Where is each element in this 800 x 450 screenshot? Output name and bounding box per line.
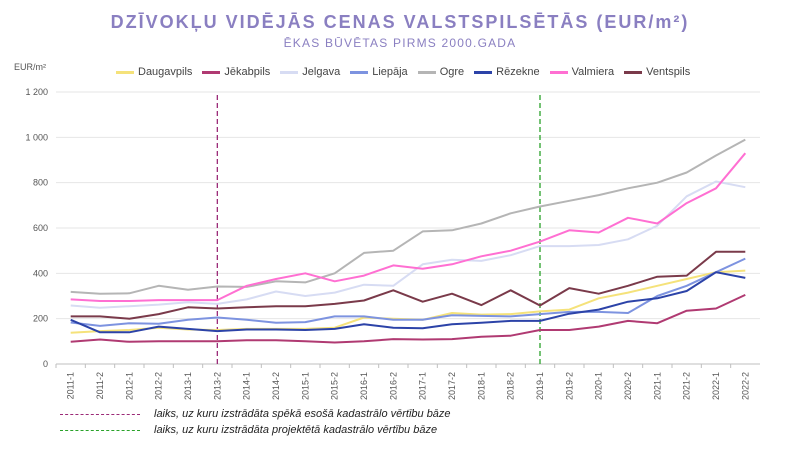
legend-label: Liepāja [372,66,408,78]
series-line-jēkabpils [70,293,746,344]
x-tick-label: 2011-2 [95,372,105,399]
legend-item: Daugavpils [116,66,192,78]
legend-label: Ogre [439,66,465,78]
legend-swatch [624,70,643,74]
x-tick-label: 2016-2 [388,372,398,400]
legend-item: Rēzekne [474,66,540,78]
x-tick-label: 2017-1 [418,372,428,400]
series-line-jelgava [70,180,746,309]
legend-swatch [202,70,221,74]
x-tick-label: 2019-2 [564,372,574,400]
x-tick-label: 2012-2 [154,372,164,400]
legend-item: Liepāja [350,66,408,78]
legend-swatch [280,70,299,74]
legend-item: Ventspils [624,66,690,78]
y-tick-label: 1 200 [25,87,48,97]
x-tick-label: 2021-2 [682,372,692,400]
x-tick-label: 2018-2 [506,372,516,400]
annotation-text-current: laiks, uz kuru izstrādāta spēkā esošā ka… [154,408,451,420]
series-line-ventspils [70,250,746,320]
legend-item: Jēkabpils [202,66,270,78]
chart-legend: Daugavpils Jēkabpils Jelgava Liepāja Ogre Rēz… [116,66,700,78]
legend-label: Rēzekne [496,66,540,78]
x-tick-label: 2017-2 [447,372,457,400]
legend-label: Valmiera [571,66,615,78]
annotation-note-current: laiks, uz kuru izstrādāta spēkā esošā ka… [60,408,451,420]
x-tick-label: 2020-1 [594,372,604,400]
x-tick-label: 2021-1 [652,372,662,400]
legend-item: Jelgava [280,66,340,78]
x-tick-label: 2015-2 [330,372,340,400]
x-tick-label: 2022-2 [740,372,750,400]
series-line-ogre [70,138,746,295]
y-tick-label: 1 000 [25,132,48,142]
series-line-valmiera [70,152,747,302]
legend-swatch [116,70,134,74]
legend-swatch [474,70,493,74]
x-tick-label: 2019-1 [535,372,545,400]
legend-item: Valmiera [549,66,615,78]
legend-swatch [417,70,436,74]
annotation-note-projected: laiks, uz kuru izstrādāta projektētā kad… [60,424,437,436]
x-tick-label: 2012-1 [124,372,134,400]
series-line-liepāja [70,257,746,327]
y-axis-unit-label: EUR/m² [14,62,46,72]
annotation-dash-current [60,413,140,415]
legend-label: Ventspils [646,66,691,78]
series-line-rēzekne [70,271,746,334]
chart-subtitle: ĒKAS BŪVĒTAS PIRMS 2000.GADA [283,36,517,50]
legend-label: Daugavpils [138,66,193,78]
legend-label: Jelgava [302,66,341,78]
x-tick-label: 2016-1 [359,372,369,400]
y-tick-label: 200 [33,314,48,324]
legend-swatch [549,70,568,74]
y-tick-label: 600 [33,223,48,233]
y-tick-label: 800 [33,178,48,188]
legend-label: Jēkabpils [224,66,271,78]
x-tick-label: 2014-1 [242,372,252,400]
x-tick-label: 2013-2 [212,372,222,400]
x-tick-label: 2018-1 [476,372,486,400]
chart-title: DZĪVOKĻU VIDĒJĀS CENAS VALSTSPILSĒTĀS (E… [110,12,690,32]
x-tick-label: 2015-1 [300,372,310,400]
annotation-dash-projected [60,429,140,431]
x-tick-label: 2020-2 [623,372,633,400]
annotation-text-projected: laiks, uz kuru izstrādāta projektētā kad… [154,424,438,436]
legend-item: Ogre [417,66,465,78]
x-tick-label: 2014-2 [271,372,281,400]
x-tick-label: 2022-1 [711,372,721,400]
legend-swatch [350,70,369,74]
x-tick-label: 2011-1 [66,372,76,399]
y-tick-label: 400 [33,268,48,278]
y-tick-label: 0 [43,359,48,369]
x-tick-label: 2013-1 [183,372,193,400]
